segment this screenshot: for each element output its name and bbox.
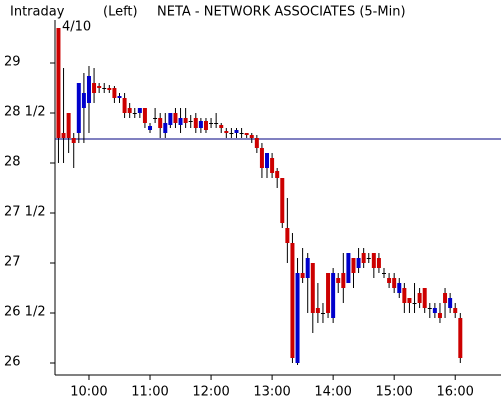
candle-body [168,113,173,125]
x-tick-label: 12:00 [192,385,229,400]
candle-body [341,273,346,288]
candle-body [397,283,402,293]
candle-body [76,83,81,133]
axis-side-label: (Left) [103,5,138,20]
candle-body [458,318,463,358]
candle-body [112,88,117,98]
candle-body [102,88,107,89]
candle-body [219,125,224,128]
candle-body [209,123,214,124]
candle-body [315,308,320,313]
candle-body [61,133,66,138]
candle-body [270,158,275,173]
candle-body [71,138,76,143]
candle-body [407,298,412,303]
candle-body [56,28,61,138]
candle-body [376,258,381,268]
candle-body [437,313,442,318]
candle-body [305,258,310,278]
candle-body [336,278,341,283]
candle-body [351,258,356,273]
candle-body [295,273,300,363]
candle-body [122,98,127,113]
candle-body [97,86,102,88]
candle-body [183,118,188,123]
candle-body [320,313,325,314]
candle-body [137,108,142,113]
candle-body [432,308,437,313]
candle-body [417,293,422,303]
candle-body [427,308,432,309]
x-tick-label: 11:00 [131,385,168,400]
candle-body [443,293,448,303]
candle-body [234,130,239,133]
candle-body [259,148,264,168]
candle-body [86,76,91,103]
candle-body [142,108,147,123]
candle-body [280,178,285,223]
candle-body [132,113,137,114]
candle-body [275,171,280,178]
candle-body [387,278,392,283]
candle-body [412,303,417,304]
candle-body [346,253,351,283]
y-tick-label: 26 [4,355,21,370]
candle-body [178,118,183,125]
date-label: 4/10 [62,20,91,35]
candle-body [265,153,270,168]
y-tick-label: 26 1/2 [4,305,46,320]
candle-body [229,133,234,134]
y-tick-label: 27 [4,255,21,270]
candle-body [422,288,427,308]
candle-body [163,123,168,133]
candle-body [153,118,158,119]
candle-body [371,253,376,268]
candle-body [244,133,249,135]
candle-body [117,96,122,98]
x-tick-label: 13:00 [253,385,290,400]
candle-body [188,121,193,122]
candle-body [448,298,453,308]
candle-body [290,243,295,358]
candle-body [382,273,387,274]
candle-body [361,253,366,263]
candle-body [326,273,331,313]
x-tick-label: 16:00 [436,385,473,400]
candle-body [331,273,336,318]
candle-body [193,118,198,128]
period-label: Intraday [10,5,65,20]
candle-body [107,88,112,90]
candle-body [127,108,132,113]
candle-body [203,121,208,130]
candle-body [249,135,254,138]
candle-body [66,113,71,138]
candle-body [392,278,397,288]
candle-body [285,228,290,243]
candle-body [173,113,178,123]
chart-title: NETA - NETWORK ASSOCIATES (5-Min) [157,5,406,20]
y-tick-label: 27 1/2 [4,205,46,220]
candle-body [356,258,361,268]
y-tick-label: 28 1/2 [4,105,46,120]
y-tick-label: 29 [4,55,21,70]
x-tick-label: 15:00 [375,385,412,400]
candle-body [453,308,458,313]
candle-body [239,133,244,134]
candle-body [81,93,86,108]
candle-body [254,138,259,148]
x-tick-label: 10:00 [70,385,107,400]
candle-body [198,121,203,128]
x-tick-label: 14:00 [314,385,351,400]
candle-body [224,131,229,133]
candle-body [402,288,407,303]
candle-body [214,123,219,124]
candle-body [158,118,163,128]
candle-body [300,273,305,278]
candle-body [92,83,97,93]
candle-body [310,263,315,313]
y-tick-label: 28 [4,155,21,170]
candle-body [366,258,371,259]
candle-body [148,126,153,130]
